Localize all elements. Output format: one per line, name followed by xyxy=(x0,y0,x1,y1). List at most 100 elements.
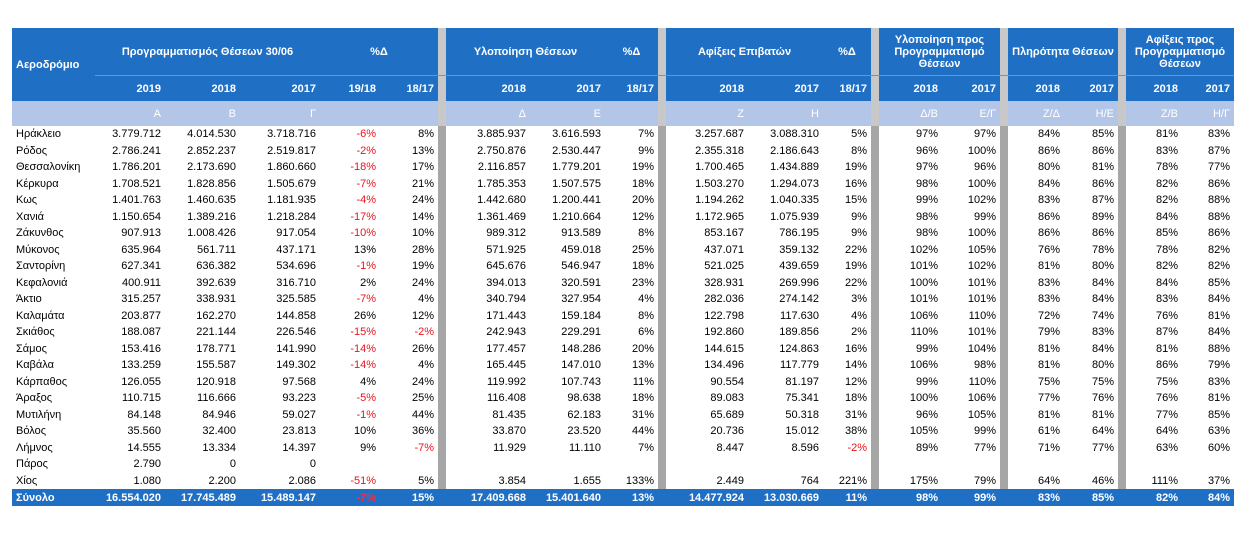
separator xyxy=(871,28,879,76)
cell: 77% xyxy=(973,441,996,454)
cell: 786.195 xyxy=(779,227,819,240)
cell: 1.434.889 xyxy=(770,161,819,174)
separator xyxy=(871,291,879,308)
cell: 83% xyxy=(1037,194,1060,207)
cell: 2.200 xyxy=(208,474,236,487)
cell: 124.863 xyxy=(779,342,819,355)
cell: 192.860 xyxy=(704,326,744,339)
cell: 79% xyxy=(1037,326,1060,339)
table-row: Σαντορίνη 627.341 636.382 534.696 -1% 19% 645.… xyxy=(12,258,1234,275)
cell: 147.010 xyxy=(561,359,601,372)
cell: 96% xyxy=(915,144,938,157)
cell: 1.040.335 xyxy=(770,194,819,207)
group-header: Προγραμματισμός Θέσεων 30/06 xyxy=(95,28,320,76)
separator xyxy=(658,126,666,143)
cell: -14% xyxy=(350,342,376,355)
cell: -1% xyxy=(356,260,376,273)
letter-header: Ε/Γ xyxy=(942,101,1000,126)
cell: 8% xyxy=(638,309,654,322)
cell: 3.885.937 xyxy=(477,128,526,141)
separator xyxy=(658,489,666,506)
cell: 178.771 xyxy=(196,342,236,355)
cell: 1.655 xyxy=(573,474,601,487)
group-header: %Δ xyxy=(823,28,871,76)
separator xyxy=(438,241,446,258)
cell: 177.457 xyxy=(486,342,526,355)
cell: 144.858 xyxy=(276,309,316,322)
year-header: 2017 xyxy=(748,75,823,101)
cell xyxy=(823,456,871,473)
cell: 86% xyxy=(1207,177,1230,190)
cell: 83% xyxy=(1037,293,1060,306)
cell: 99% xyxy=(915,375,938,388)
cell: 764 xyxy=(800,474,819,487)
group-header: Αφίξεις Επιβατών xyxy=(666,28,823,76)
table-row: Θεσσαλονίκη 1.786.201 2.173.690 1.860.660 -1… xyxy=(12,159,1234,176)
cell: 907.913 xyxy=(121,227,161,240)
cell: 1.503.270 xyxy=(695,177,744,190)
cell: 0 xyxy=(309,458,316,471)
cell: 80% xyxy=(1037,161,1060,174)
separator xyxy=(871,159,879,176)
cell: 316.710 xyxy=(276,276,316,289)
cell: 18% xyxy=(631,392,654,405)
separator xyxy=(871,472,879,489)
cell: 87% xyxy=(1155,326,1178,339)
separator xyxy=(1000,340,1008,357)
cell: 1.507.575 xyxy=(552,177,601,190)
cell: 83% xyxy=(1091,326,1114,339)
cell: 64% xyxy=(1037,474,1060,487)
cell: 338.931 xyxy=(196,293,236,306)
cell: 0 xyxy=(229,458,236,471)
table-row: Ηράκλειο 3.779.712 4.014.530 3.718.716 -6% 8%… xyxy=(12,126,1234,143)
cell: 84% xyxy=(1207,293,1230,306)
separator xyxy=(658,28,666,76)
cell: -2% xyxy=(847,441,867,454)
cell: 98% xyxy=(915,227,938,240)
cell: 13.334 xyxy=(202,441,236,454)
airport-name: Θεσσαλονίκη xyxy=(16,161,81,174)
cell: 101% xyxy=(967,293,996,306)
year-header: 2018 xyxy=(879,75,942,101)
cell: 76% xyxy=(1091,392,1114,405)
separator xyxy=(438,340,446,357)
cell: 546.947 xyxy=(561,260,601,273)
cell: 19% xyxy=(844,161,867,174)
cell: 99% xyxy=(942,489,1000,506)
cell: 1.460.635 xyxy=(187,194,236,207)
cell: 96% xyxy=(973,161,996,174)
cell: 79% xyxy=(1207,359,1230,372)
year-header: 2017 xyxy=(240,75,320,101)
separator xyxy=(871,406,879,423)
cell: 1.194.262 xyxy=(695,194,744,207)
separator xyxy=(1118,373,1126,390)
cell: 8.447 xyxy=(716,441,744,454)
cell: 89% xyxy=(1091,210,1114,223)
cell: 86% xyxy=(1091,227,1114,240)
cell: -17% xyxy=(350,210,376,223)
cell: 15.012 xyxy=(785,425,819,438)
cell: 81% xyxy=(1037,260,1060,273)
separator xyxy=(658,324,666,341)
airport-name: Καβάλα xyxy=(16,359,54,372)
cell: 1.700.465 xyxy=(695,161,744,174)
cell: 86% xyxy=(1091,177,1114,190)
separator xyxy=(438,406,446,423)
cell: 9% xyxy=(638,144,654,157)
cell: -7% xyxy=(356,177,376,190)
year-header: 2019 xyxy=(95,75,165,101)
cell: 98.638 xyxy=(567,392,601,405)
cell: -10% xyxy=(350,227,376,240)
cell: 1.860.660 xyxy=(267,161,316,174)
cell: 165.445 xyxy=(486,359,526,372)
cell: 148.286 xyxy=(561,342,601,355)
cell: 85% xyxy=(1155,227,1178,240)
cell: 116.408 xyxy=(487,392,526,405)
cell: 23% xyxy=(631,276,654,289)
cell: 14.555 xyxy=(127,441,161,454)
cell: 100% xyxy=(967,177,996,190)
cell: 133% xyxy=(625,474,654,487)
year-header: 2017 xyxy=(1064,75,1118,101)
cell: 97% xyxy=(915,161,938,174)
cell: 31% xyxy=(844,408,867,421)
